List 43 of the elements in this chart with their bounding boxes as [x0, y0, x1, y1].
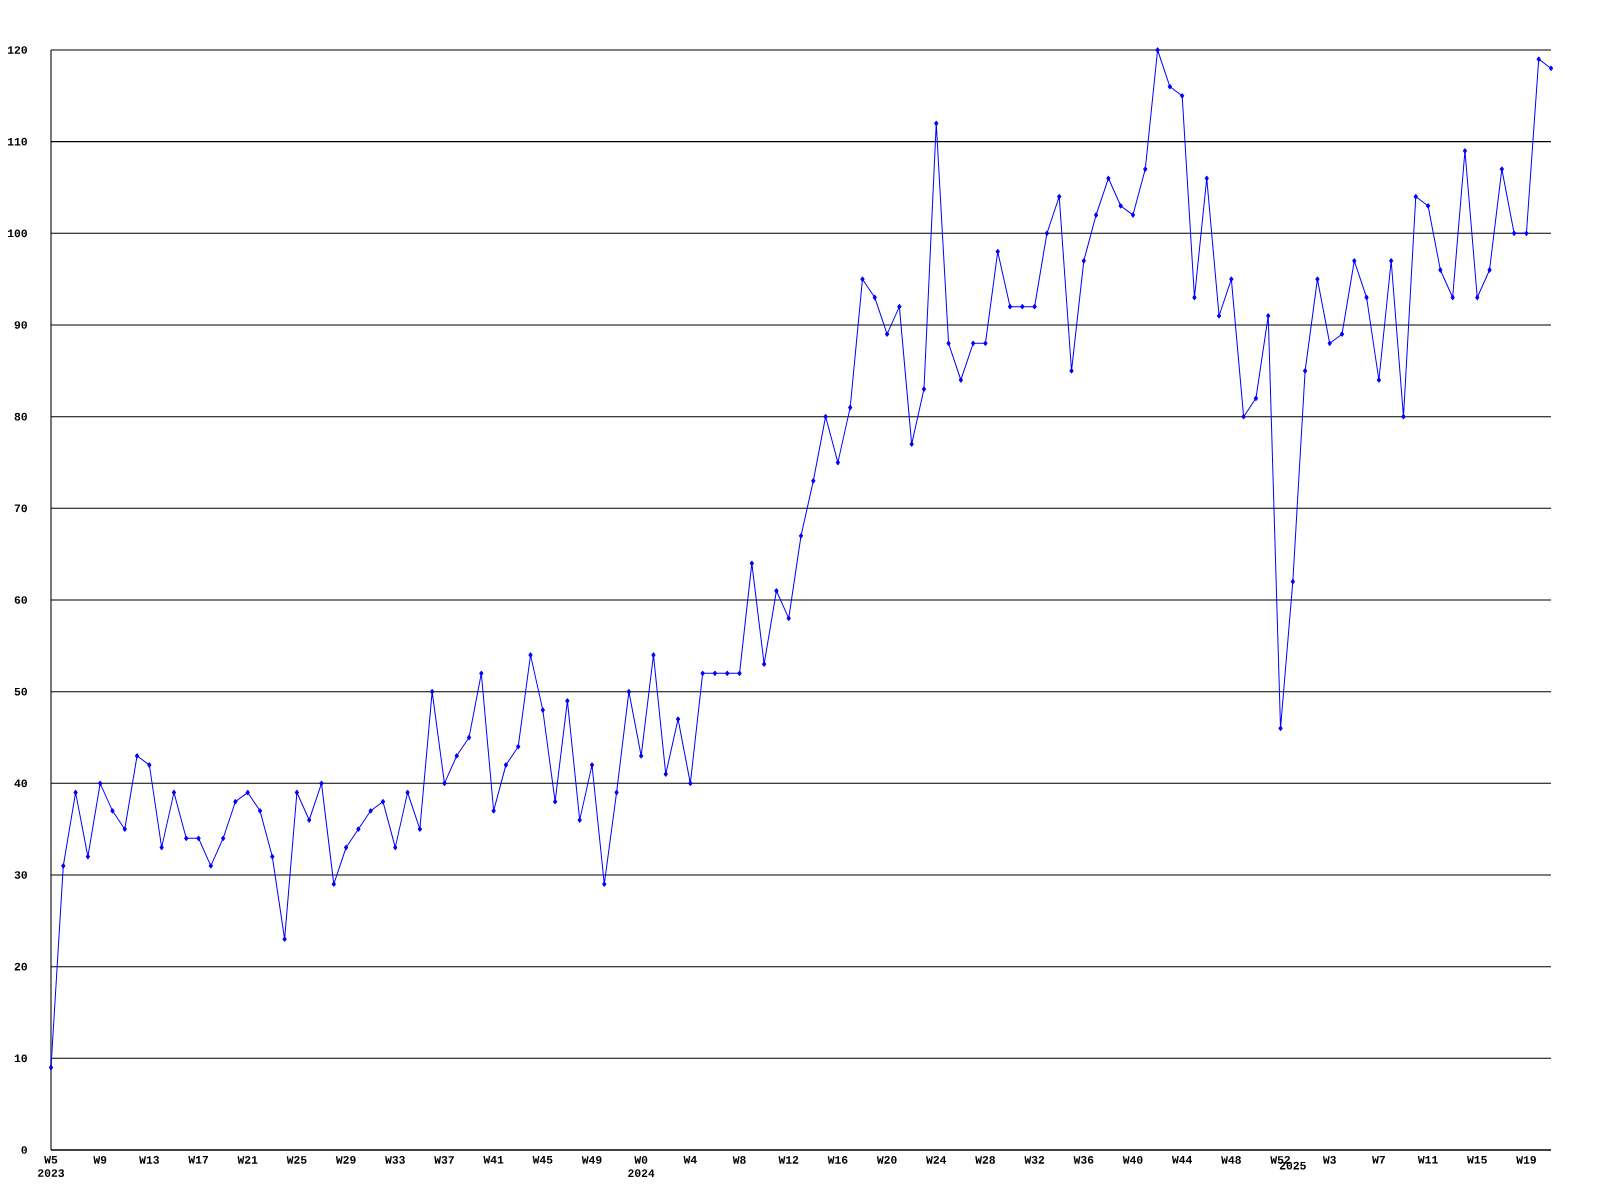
x-tick-label: W28 [975, 1156, 996, 1164]
y-tick-label: 10 [14, 1054, 27, 1063]
x-tick-label: W9 [93, 1156, 107, 1164]
x-tick-label: W36 [1073, 1156, 1094, 1164]
y-tick-label: 90 [14, 321, 27, 329]
x-tick-label: W19 [1516, 1156, 1536, 1164]
x-tick-label: W33 [385, 1156, 405, 1164]
x-tick-label: W21 [237, 1156, 258, 1164]
x-tick-label: W32 [1024, 1156, 1045, 1164]
x-tick-label: W4 [683, 1156, 697, 1164]
x-tick-label: W17 [188, 1156, 208, 1164]
y-tick-label: 50 [14, 687, 27, 696]
x-tick-label: W13 [139, 1156, 159, 1164]
x-tick-label: W11 [1417, 1156, 1438, 1164]
x-tick-label: W3 [1322, 1156, 1336, 1164]
y-tick-label: 30 [14, 871, 27, 879]
x-tick-label: W5 2023 [38, 1156, 65, 1177]
x-tick-label: W12 [778, 1156, 799, 1164]
y-tick-label: 120 [7, 46, 27, 54]
x-tick-label: W41 [483, 1156, 504, 1164]
x-tick-label: W24 [926, 1156, 947, 1164]
x-tick-label: W44 [1171, 1156, 1193, 1164]
y-tick-label: 70 [14, 504, 27, 513]
x-tick-label: W15 [1467, 1156, 1487, 1164]
y-tick-label: 40 [14, 779, 27, 788]
y-tick-label: 20 [14, 962, 27, 971]
x-tick-label: W48 [1221, 1156, 1241, 1164]
x-tick-label: W20 [876, 1156, 897, 1164]
x-tick-label: W37 [434, 1156, 454, 1164]
x-tick-label: W0 2024 [628, 1156, 655, 1178]
x-tick-label: W45 [532, 1156, 553, 1164]
y-tick-label: 110 [7, 137, 27, 146]
x-tick-label: W8 [732, 1156, 746, 1164]
y-tick-label: 0 [21, 1146, 27, 1154]
y-tick-label: 60 [14, 596, 27, 604]
y-tick-label: 100 [7, 229, 27, 238]
x-tick-label: W25 [286, 1156, 307, 1164]
x-tick-label: W16 [827, 1156, 848, 1164]
x-tick-label: W7 [1372, 1156, 1385, 1164]
x-tick-label: W29 [335, 1156, 356, 1164]
y-tick-label: 80 [14, 412, 27, 421]
x-tick-label: W49 [581, 1156, 602, 1164]
x-tick-label: W40 [1122, 1156, 1143, 1164]
